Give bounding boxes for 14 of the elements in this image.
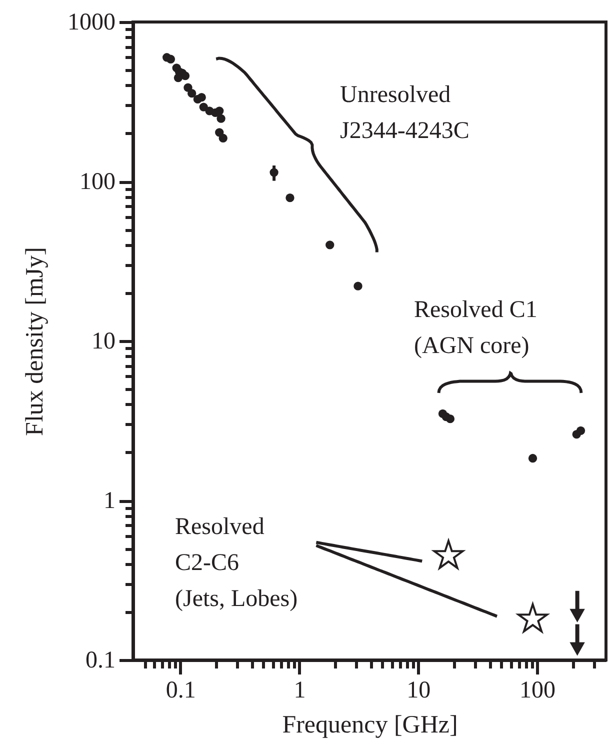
annotation: Resolved C2-C6 (Jets, Lobes)	[175, 514, 298, 612]
x-tick-label: 100	[520, 678, 556, 704]
y-tick-label: 10	[92, 328, 116, 354]
x-tick-label: 10	[406, 678, 431, 704]
x-tick-label: 0.1	[166, 678, 196, 704]
x-tick-label: 1	[294, 678, 306, 704]
y-tick-label: 0.1	[86, 648, 116, 674]
y-tick-label: 100	[80, 169, 116, 195]
y-tick-label: 1	[104, 488, 116, 514]
annotation: Resolved C1 (AGN core)	[414, 297, 538, 359]
y-axis-title: Flux density [mJy]	[22, 247, 48, 436]
annotation: Unresolved J2344-4243C	[340, 82, 470, 144]
x-axis-title: Frequency [GHz]	[282, 712, 458, 738]
y-tick-label: 1000	[68, 10, 116, 36]
